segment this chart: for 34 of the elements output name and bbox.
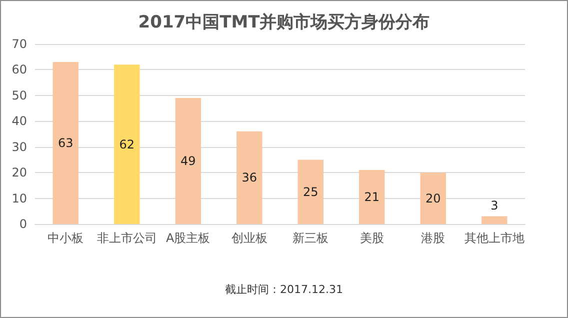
bar bbox=[52, 62, 78, 224]
y-tick-label: 30 bbox=[12, 140, 27, 154]
bar bbox=[175, 98, 201, 224]
x-tick-label: 其他上市地 bbox=[464, 231, 524, 245]
y-tick-label: 40 bbox=[12, 114, 27, 128]
x-tick-label: 美股 bbox=[360, 231, 384, 245]
x-tick-label: 创业板 bbox=[231, 231, 268, 245]
data-label: 49 bbox=[180, 154, 196, 168]
bar bbox=[482, 216, 508, 224]
data-label: 62 bbox=[119, 137, 135, 152]
y-tick-label: 0 bbox=[19, 217, 27, 231]
bar bbox=[236, 131, 262, 224]
data-label: 25 bbox=[302, 184, 318, 199]
bar bbox=[359, 170, 385, 224]
x-tick-label: 中小板 bbox=[48, 231, 84, 245]
data-label: 3 bbox=[490, 198, 498, 212]
data-label: 63 bbox=[58, 136, 74, 150]
y-tick-label: 50 bbox=[12, 88, 27, 102]
bar bbox=[420, 172, 446, 224]
x-tick-label: 港股 bbox=[421, 231, 446, 245]
x-tick-label: 新三板 bbox=[292, 231, 329, 245]
y-tick-label: 70 bbox=[12, 37, 27, 51]
bar bbox=[298, 160, 324, 224]
x-tick-label: A股主板 bbox=[166, 231, 210, 245]
x-tick-label: 非上市公司 bbox=[96, 231, 157, 245]
bar bbox=[114, 64, 140, 224]
text: 截止时间：2017.12.31 bbox=[225, 283, 343, 296]
data-label: 21 bbox=[364, 190, 380, 204]
y-tick-label: 60 bbox=[12, 62, 27, 77]
y-tick-label: 20 bbox=[12, 166, 27, 180]
data-label: 20 bbox=[425, 191, 441, 206]
y-tick-label: 10 bbox=[12, 191, 27, 206]
chart-title: 2017中国TMT并购市场买方身份分布 bbox=[138, 12, 430, 32]
data-label: 36 bbox=[242, 170, 258, 185]
